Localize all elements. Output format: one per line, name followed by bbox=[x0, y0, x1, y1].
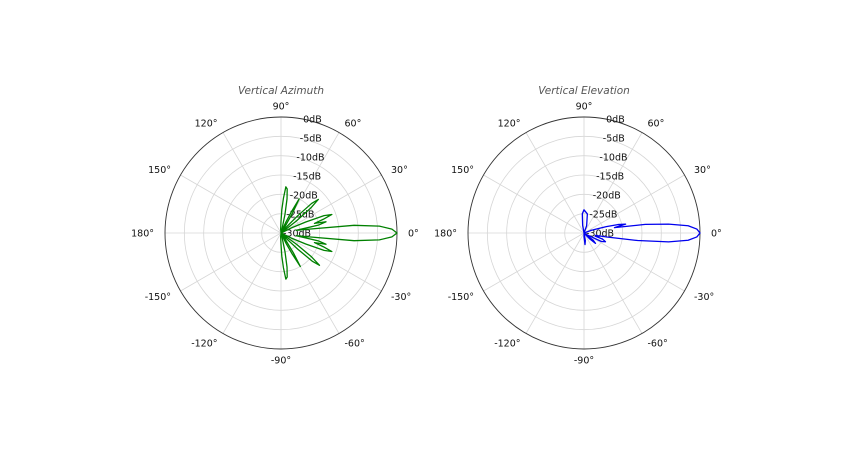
grid-spoke bbox=[525, 132, 585, 234]
radial-tick-labels: 0dB -5dB -10dB -15dB -20dB -25dB -30dB bbox=[586, 114, 628, 239]
angle-tick-label: 120° bbox=[498, 119, 521, 130]
angle-tick-label: 30° bbox=[391, 165, 408, 176]
radial-tick-label: -10dB bbox=[296, 152, 324, 163]
grid-spoke bbox=[583, 174, 685, 234]
series-traces bbox=[581, 209, 701, 246]
grid-spoke bbox=[280, 232, 340, 334]
angle-tick-label: -60° bbox=[648, 338, 668, 349]
angle-tick-label: -120° bbox=[191, 338, 217, 349]
radial-tick-label: -15dB bbox=[293, 171, 321, 182]
angle-tick-label: -90° bbox=[271, 356, 291, 367]
angle-tick-label: 90° bbox=[576, 102, 593, 113]
angle-tick-label: -30° bbox=[391, 292, 411, 303]
angle-tick-label: -30° bbox=[694, 292, 714, 303]
grid-spoke bbox=[180, 232, 282, 292]
grid-spoke bbox=[525, 232, 585, 334]
radial-tick-label: -30dB bbox=[586, 229, 614, 240]
angle-tick-label: 60° bbox=[345, 119, 362, 130]
angle-tick-label: -90° bbox=[574, 356, 594, 367]
grid-spoke bbox=[222, 132, 282, 234]
radial-tick-label: -20dB bbox=[290, 190, 318, 201]
chart-title: Vertical Azimuth bbox=[238, 85, 324, 97]
radial-tick-label: -30dB bbox=[283, 229, 311, 240]
angle-tick-labels: 0° 30° 60° 90° 120° 150° 180° -150° -120° -90° -60… bbox=[131, 102, 419, 367]
polar-grid bbox=[467, 116, 701, 350]
grid-spoke bbox=[280, 232, 382, 292]
radial-tick-label: 0dB bbox=[303, 114, 322, 125]
chart-title: Vertical Elevation bbox=[538, 85, 630, 97]
radial-tick-label: -25dB bbox=[286, 209, 314, 220]
grid-spoke bbox=[280, 174, 382, 234]
radial-tick-label: -5dB bbox=[300, 133, 322, 144]
angle-tick-label: 0° bbox=[711, 229, 722, 240]
angle-tick-label: 0° bbox=[408, 229, 419, 240]
polar-chart-vertical-elevation: Vertical Elevation 0° 30° 60° 90° 120° 150° 18… bbox=[434, 85, 722, 367]
angle-tick-label: 60° bbox=[648, 119, 665, 130]
angle-tick-label: -60° bbox=[345, 338, 365, 349]
angle-tick-label: 90° bbox=[273, 102, 290, 113]
radial-tick-label: -15dB bbox=[596, 171, 624, 182]
radial-tick-label: -10dB bbox=[599, 152, 627, 163]
polar-chart-vertical-azimuth: Vertical Azimuth 0° 30° 60° 90° 120° 150° 180°… bbox=[131, 85, 419, 367]
angle-tick-label: 180° bbox=[434, 229, 457, 240]
angle-tick-labels: 0° 30° 60° 90° 120° 150° 180° -150° -120° -90° -60… bbox=[434, 102, 722, 367]
angle-tick-label: 180° bbox=[131, 229, 154, 240]
radial-tick-label: 0dB bbox=[606, 114, 625, 125]
grid-spoke bbox=[180, 174, 282, 234]
angle-tick-label: 30° bbox=[694, 165, 711, 176]
angle-tick-label: -120° bbox=[494, 338, 520, 349]
grid-spoke bbox=[583, 232, 685, 292]
angle-tick-label: 150° bbox=[148, 165, 171, 176]
polar-grid bbox=[164, 116, 398, 350]
grid-spoke bbox=[483, 232, 585, 292]
grid-spoke bbox=[483, 174, 585, 234]
series-traces bbox=[280, 186, 398, 280]
angle-tick-label: -150° bbox=[448, 292, 474, 303]
radial-tick-label: -25dB bbox=[589, 209, 617, 220]
radial-tick-labels: 0dB -5dB -10dB -15dB -20dB -25dB -30dB bbox=[283, 114, 325, 239]
grid-spoke bbox=[583, 232, 643, 334]
angle-tick-label: 120° bbox=[195, 119, 218, 130]
angle-tick-label: -150° bbox=[145, 292, 171, 303]
radial-tick-label: -5dB bbox=[603, 133, 625, 144]
grid-spoke bbox=[222, 232, 282, 334]
grid-spoke bbox=[583, 132, 643, 234]
series-line bbox=[280, 186, 398, 280]
angle-tick-label: 150° bbox=[451, 165, 474, 176]
radial-tick-label: -20dB bbox=[593, 190, 621, 201]
series-line bbox=[581, 209, 701, 246]
